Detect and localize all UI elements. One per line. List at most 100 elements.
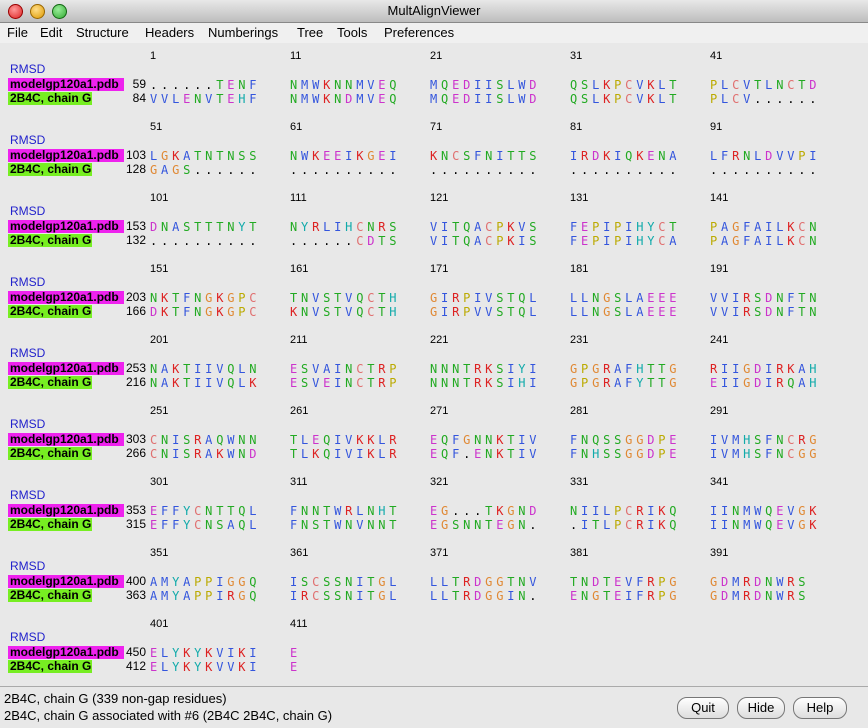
residues: AMYAPPIRGQ: [150, 589, 260, 603]
residues: GIRPVVSTQL: [430, 305, 540, 319]
ruler-number: 371: [430, 547, 448, 559]
ruler-number: 251: [150, 405, 168, 417]
residues: KNCSFNITTS: [430, 149, 540, 163]
help-button[interactable]: Help: [793, 697, 847, 719]
ruler-number: 31: [570, 50, 582, 62]
residues: GPGRAFHTTG: [570, 362, 680, 376]
status-bar: 2B4C, chain G (339 non-gap residues) 2B4…: [0, 686, 868, 728]
residues: NAKTIIVQLK: [150, 376, 260, 390]
menu-item[interactable]: File: [7, 25, 28, 40]
label-background: [8, 504, 124, 517]
label-background: [8, 447, 92, 460]
menu-item[interactable]: Tree: [297, 25, 324, 40]
ruler-number: 261: [290, 405, 308, 417]
header-name: RMSD: [10, 133, 46, 147]
residues: IVMHSFNCRG: [710, 433, 820, 447]
sequence-name: 2B4C, chain G: [10, 233, 91, 247]
residues: IRCSSNITGL: [290, 589, 400, 603]
residues: NNNTRKSIYI: [430, 362, 540, 376]
residues: VITQACPKIS: [430, 234, 540, 248]
ruler-number: 341: [710, 476, 728, 488]
quit-button[interactable]: Quit: [677, 697, 729, 719]
label-background: [8, 149, 124, 162]
residues: .ITLPCRIKQ: [570, 518, 680, 532]
residues: LFRNLDVVPI: [710, 149, 820, 163]
ruler-number: 71: [430, 121, 442, 133]
menu-item[interactable]: Headers: [145, 25, 195, 40]
header-name: RMSD: [10, 346, 46, 360]
ruler-number: 291: [710, 405, 728, 417]
residues: ESVAINCTRP: [290, 362, 400, 376]
minimize-button[interactable]: [30, 4, 45, 19]
sequence-name: modelgp120a1.pdb: [10, 148, 119, 162]
start-number: 253: [126, 361, 146, 375]
ruler-number: 111: [290, 192, 307, 204]
residues: ..........: [570, 163, 680, 177]
label-background: [8, 92, 92, 105]
label-background: [8, 220, 124, 233]
sequence-name: 2B4C, chain G: [10, 517, 91, 531]
start-number: 303: [126, 432, 146, 446]
menu-item[interactable]: Preferences: [384, 25, 455, 40]
ruler-number: 231: [570, 334, 588, 346]
label-background: [8, 433, 124, 446]
residues: FNNTWRLNHT: [290, 504, 400, 518]
label-background: [8, 305, 92, 318]
residues: NKTFNGKGPC: [150, 291, 260, 305]
residues: ISCSSNITGL: [290, 575, 400, 589]
residues: EGSNNTEGN.: [430, 518, 540, 532]
residues: NNNTRKSIHI: [430, 376, 540, 390]
sequence-name: 2B4C, chain G: [10, 162, 91, 176]
residues: LLNGSLAEEE: [570, 305, 680, 319]
ruler-number: 351: [150, 547, 168, 559]
residues: FNSTWNVNNT: [290, 518, 400, 532]
menu-item[interactable]: Edit: [40, 25, 63, 40]
residues: FNQSSGGDPE: [570, 433, 680, 447]
residues: LLTRDGGIN.: [430, 589, 540, 603]
status-line: 2B4C, chain G (339 non-gap residues): [4, 691, 227, 706]
label-background: [8, 660, 92, 673]
header-name: RMSD: [10, 417, 46, 431]
sequence-name: modelgp120a1.pdb: [10, 361, 119, 375]
residues: PAGFAILKCN: [710, 220, 820, 234]
hide-button[interactable]: Hide: [737, 697, 785, 719]
ruler-number: 241: [710, 334, 728, 346]
window-title: MultAlignViewer: [387, 3, 481, 18]
header-name: RMSD: [10, 630, 46, 644]
ruler-number: 11: [290, 50, 301, 62]
ruler-number: 381: [570, 547, 588, 559]
residues: ESVEINCTRP: [290, 376, 400, 390]
residues: MQEDIISLWD: [430, 92, 540, 106]
header-name: RMSD: [10, 488, 46, 502]
ruler-number: 161: [290, 263, 308, 275]
label-background: [8, 291, 124, 304]
residues: FEPIPIHYCA: [570, 234, 680, 248]
label-background: [8, 646, 124, 659]
menu-item[interactable]: Tools: [337, 25, 368, 40]
label-background: [8, 575, 124, 588]
residues: FNHSSGGDPE: [570, 447, 680, 461]
residues: ......CDTS: [290, 234, 400, 248]
sequence-name: modelgp120a1.pdb: [10, 503, 119, 517]
close-button[interactable]: [8, 4, 23, 19]
residues: LLNGSLAEEE: [570, 291, 680, 305]
residues: KNVSTVQCTH: [290, 305, 400, 319]
label-background: [8, 78, 124, 91]
menu-bar: File Edit Structure Headers Numberings Tree To…: [0, 23, 868, 43]
title-bar: MultAlignViewer: [0, 0, 868, 23]
ruler-number: 301: [150, 476, 168, 488]
residues: PAGFAILKCN: [710, 234, 820, 248]
residues: MQEDIISLWD: [430, 78, 540, 92]
sequence-name: modelgp120a1.pdb: [10, 574, 119, 588]
residues: E: [290, 646, 301, 660]
residues: CNISRAKWND: [150, 447, 260, 461]
zoom-button[interactable]: [52, 4, 67, 19]
sequence-name: modelgp120a1.pdb: [10, 77, 119, 91]
start-number: 450: [126, 645, 146, 659]
header-name: RMSD: [10, 559, 46, 573]
menu-item[interactable]: Numberings: [208, 25, 279, 40]
start-number: 128: [126, 162, 146, 176]
residues: ..........: [290, 163, 400, 177]
menu-item[interactable]: Structure: [76, 25, 129, 40]
start-number: 84: [133, 91, 147, 105]
